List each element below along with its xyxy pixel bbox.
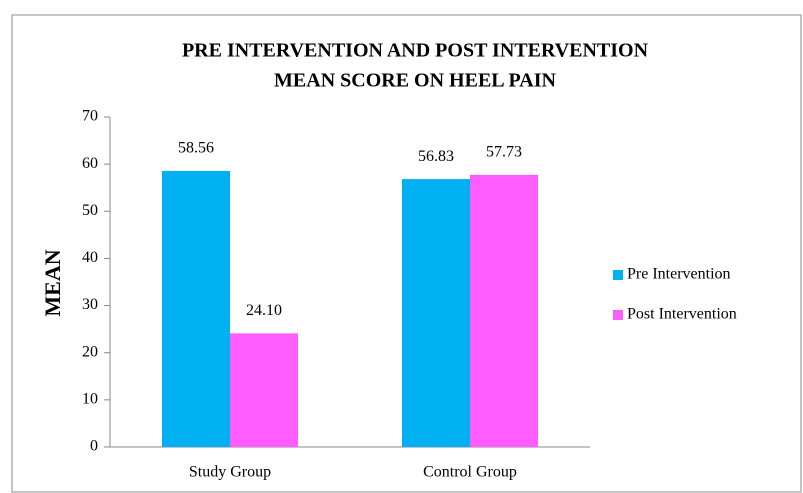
- data-label: 24.10: [246, 302, 282, 319]
- y-axis-label: MEAN: [40, 249, 65, 316]
- y-tick-label: 50: [82, 202, 98, 219]
- bar: [402, 179, 470, 447]
- x-tick-label: Control Group: [423, 464, 517, 481]
- bar: [470, 174, 538, 447]
- legend-label: Post Intervention: [627, 306, 737, 323]
- data-label: 57.73: [486, 144, 522, 161]
- y-tick-label: 60: [82, 155, 98, 172]
- y-tick-label: 20: [82, 343, 98, 360]
- y-tick-label: 10: [82, 391, 98, 408]
- y-tick-label: 70: [82, 108, 98, 125]
- bar: [230, 333, 298, 447]
- chart-title: PRE INTERVENTION AND POST INTERVENTION: [182, 40, 649, 62]
- legend-swatch: [613, 310, 623, 320]
- x-tick-label: Study Group: [189, 464, 271, 481]
- chart-title: MEAN SCORE ON HEEL PAIN: [274, 70, 556, 92]
- data-label: 56.83: [418, 148, 454, 165]
- data-label: 58.56: [178, 140, 214, 157]
- y-tick-label: 40: [82, 249, 98, 266]
- bar: [162, 170, 230, 447]
- y-tick-label: 30: [82, 296, 98, 313]
- legend-label: Pre Intervention: [627, 266, 731, 283]
- y-tick-label: 0: [90, 438, 98, 455]
- legend-swatch: [613, 270, 623, 280]
